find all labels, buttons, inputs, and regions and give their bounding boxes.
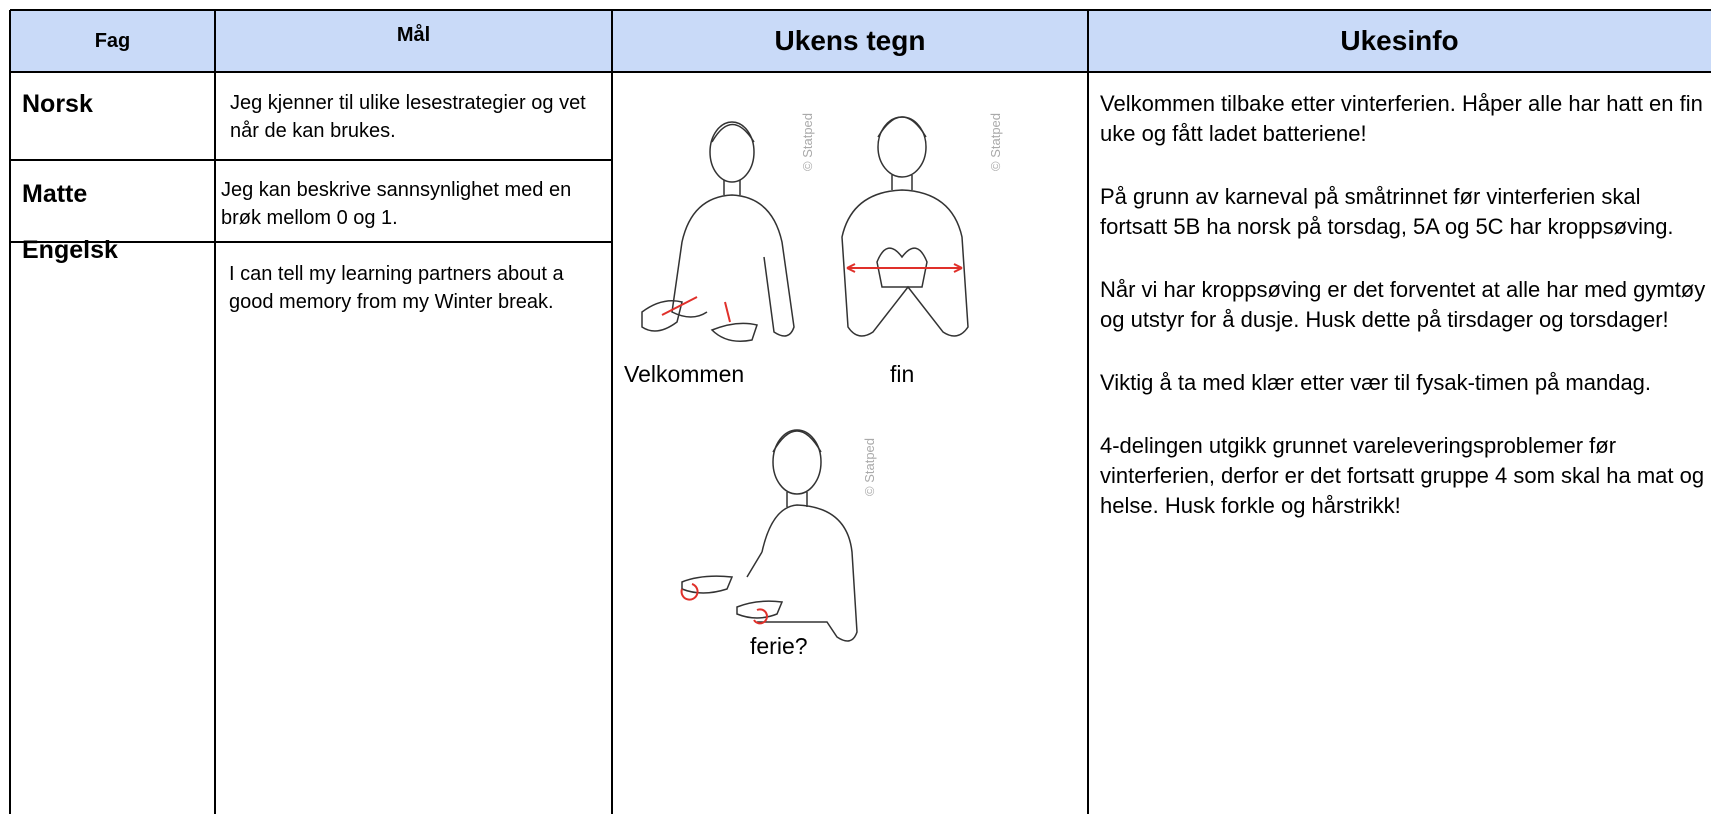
credit: © Statped	[988, 113, 1003, 171]
subject: Engelsk	[22, 236, 118, 264]
header-info: Ukesinfo	[1088, 10, 1711, 72]
border	[611, 10, 613, 814]
border	[10, 159, 612, 161]
info-paragraph: På grunn av karneval på småtrinnet før v…	[1100, 184, 1674, 239]
border	[10, 241, 612, 243]
border	[9, 10, 11, 814]
credit: © Statped	[862, 438, 877, 496]
goal: Jeg kan beskrive sannsynlighet med en br…	[221, 179, 572, 229]
border	[10, 71, 1711, 73]
subject: Norsk	[22, 90, 93, 118]
sign-caption: fin	[890, 361, 914, 387]
border	[10, 9, 1711, 11]
border	[214, 10, 216, 814]
header-tegn: Ukens tegn	[612, 10, 1088, 72]
sign-caption: Velkommen	[624, 361, 744, 387]
signs: © Statped © Statped © Statped Velkommen …	[624, 113, 1003, 659]
border	[1087, 10, 1089, 814]
info-paragraph: Velkommen tilbake etter vinterferien. Hå…	[1100, 91, 1703, 146]
goal: Jeg kjenner til ulike lesestrategier og …	[230, 92, 586, 142]
info-paragraph: 4-delingen utgikk grunnet vareleveringsp…	[1100, 433, 1705, 518]
header-maal: Mål	[215, 10, 612, 72]
info-paragraph: Viktig å ta med klær etter vær til fysak…	[1100, 370, 1652, 395]
credit: © Statped	[800, 113, 815, 171]
sign-caption: ferie?	[750, 633, 808, 659]
info: Velkommen tilbake etter vinterferien. Hå…	[1100, 89, 1711, 554]
info-paragraph: Når vi har kroppsøving er det forventet …	[1100, 277, 1706, 332]
goal: I can tell my learning partners about a …	[229, 263, 564, 313]
subject: Matte	[22, 180, 88, 208]
header-fag: Fag	[10, 10, 215, 72]
